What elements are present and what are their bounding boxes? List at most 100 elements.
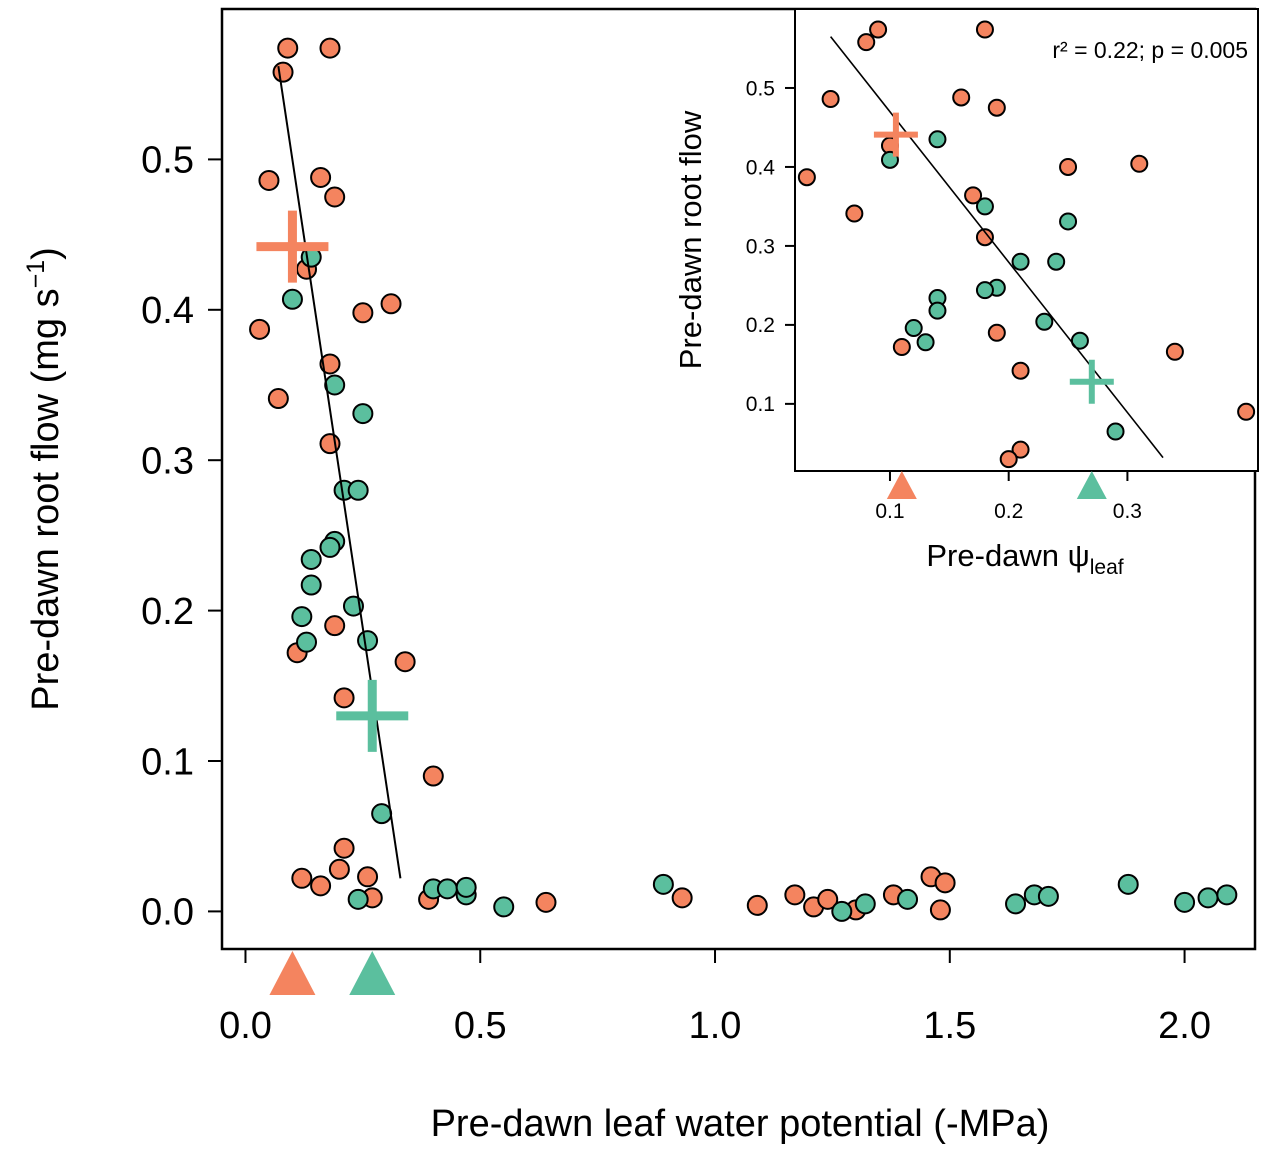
main-green-point-22 bbox=[831, 900, 853, 922]
inset-orange-point-17 bbox=[1237, 402, 1256, 421]
inset-x-axis-label-text: Pre-dawn ψ bbox=[926, 538, 1089, 573]
inset-green-point-10 bbox=[1035, 312, 1054, 331]
main-orange-point-22 bbox=[357, 866, 379, 888]
inset-orange-point-18 bbox=[1011, 440, 1030, 459]
main-green-point-7 bbox=[319, 536, 341, 558]
main-orange-point-16 bbox=[394, 651, 416, 673]
inset-y-tick-label-1: 0.2 bbox=[746, 314, 775, 337]
main-orange-point-27 bbox=[746, 894, 768, 916]
main-green-point-9 bbox=[300, 574, 322, 596]
main-fit-line bbox=[277, 66, 402, 879]
main-x-tick-label-1: 0.5 bbox=[454, 1005, 507, 1047]
main-orange-point-8 bbox=[352, 302, 374, 324]
inset-fit-line bbox=[829, 36, 1164, 459]
main-y-tick-label-3: 0.3 bbox=[141, 441, 194, 483]
main-y-tick-label-5: 0.5 bbox=[141, 140, 194, 182]
main-green-point-30 bbox=[1197, 887, 1219, 909]
main-green-point-15 bbox=[347, 888, 369, 910]
main-y-axis-label-sup: −1 bbox=[22, 260, 50, 289]
main-green-point-21 bbox=[652, 873, 674, 895]
main-green-point-17 bbox=[436, 878, 458, 900]
inset-green-point-3 bbox=[1059, 212, 1078, 231]
inset-green-point-13 bbox=[1070, 331, 1089, 350]
main-green-point-8 bbox=[300, 548, 322, 570]
main-x-axis-label: Pre-dawn leaf water potential (-MPa) bbox=[431, 1103, 1050, 1145]
inset-orange-point-5 bbox=[987, 98, 1006, 117]
main-orange-point-14 bbox=[333, 687, 355, 709]
main-orange-point-1 bbox=[319, 37, 341, 59]
main-green-point-1 bbox=[281, 288, 303, 310]
inset-green-point-0 bbox=[928, 130, 947, 149]
main-orange-point-10 bbox=[267, 388, 289, 410]
main-orange-point-19 bbox=[291, 867, 313, 889]
inset-y-tick-label-4: 0.5 bbox=[746, 77, 775, 100]
main-orange-point-25 bbox=[535, 891, 557, 913]
main-y-axis-label: Pre-dawn root flow (mg s−1) bbox=[22, 247, 67, 711]
inset-green-point-2 bbox=[975, 197, 994, 216]
inset-y-axis: 0.1 0.2 0.3 0.4 0.5 bbox=[746, 77, 795, 416]
main-orange-point-9 bbox=[380, 293, 402, 315]
main-means-group bbox=[256, 210, 409, 752]
main-orange-point-18 bbox=[333, 837, 355, 859]
main-orange-point-20 bbox=[310, 875, 332, 897]
inset-means-group bbox=[873, 112, 1114, 404]
main-green-point-5 bbox=[347, 479, 369, 501]
main-green-point-27 bbox=[1037, 885, 1059, 907]
inset-orange-point-2 bbox=[857, 33, 876, 52]
inset-orange-point-1 bbox=[975, 20, 994, 39]
main-green-point-11 bbox=[291, 606, 313, 628]
inset-y-tick-label-2: 0.3 bbox=[746, 235, 775, 258]
main-green-point-2 bbox=[324, 374, 346, 396]
inset-orange-point-11 bbox=[964, 186, 983, 205]
inset-green-point-12 bbox=[916, 333, 935, 352]
inset-orange-point-13 bbox=[987, 323, 1006, 342]
main-plot-frame bbox=[220, 7, 1257, 951]
inset-orange-point-9 bbox=[1059, 157, 1078, 176]
inset-orange-point-19 bbox=[999, 450, 1018, 469]
main-y-axis: 0.0 0.1 0.2 0.3 0.4 0.5 bbox=[141, 140, 222, 934]
inset-orange-point-12 bbox=[975, 228, 994, 247]
inset-orange-point-8 bbox=[845, 204, 864, 223]
main-green-point-24 bbox=[897, 888, 919, 910]
main-orange-point-4 bbox=[310, 166, 332, 188]
inset-background bbox=[795, 9, 1258, 471]
inset-orange-point-10 bbox=[1130, 154, 1149, 173]
main-green-point-3 bbox=[352, 403, 374, 425]
main-orange-point-21 bbox=[328, 858, 350, 880]
inset-x-axis-label-sub: leaf bbox=[1090, 556, 1124, 579]
inset-x-tick-label-0: 0.1 bbox=[875, 500, 904, 523]
main-orange-point-34 bbox=[929, 899, 951, 921]
main-orange-point-13 bbox=[324, 615, 346, 637]
inset-orange-point-16 bbox=[1165, 342, 1184, 361]
main-y-tick-label-2: 0.2 bbox=[141, 591, 194, 633]
main-orange-point-28 bbox=[784, 884, 806, 906]
main-y-tick-label-4: 0.4 bbox=[141, 290, 194, 332]
main-green-point-19 bbox=[455, 876, 477, 898]
main-orange-point-11 bbox=[319, 353, 341, 375]
main-x-tick-label-0: 0.0 bbox=[219, 1005, 272, 1047]
main-y-tick-label-1: 0.1 bbox=[141, 741, 194, 783]
main-orange-point-5 bbox=[324, 186, 346, 208]
inset-orange-point-4 bbox=[952, 88, 971, 107]
main-green-point-12 bbox=[296, 631, 318, 653]
main-orange-point-17 bbox=[422, 765, 444, 787]
main-green-point-31 bbox=[1216, 884, 1238, 906]
inset-orange-point-3 bbox=[821, 90, 840, 109]
inset-x-axis: 0.1 0.2 0.3 bbox=[875, 471, 1142, 523]
main-data-points bbox=[249, 37, 1238, 922]
inset-axis-markers bbox=[886, 471, 1107, 499]
main-x-axis: 0.0 0.5 1.0 1.5 2.0 bbox=[219, 949, 1211, 1047]
inset-green-point-4 bbox=[1011, 252, 1030, 271]
main-green-marker-triangle bbox=[349, 951, 396, 995]
inset-x-axis-label: Pre-dawn ψleaf bbox=[926, 538, 1123, 579]
inset-green-point-14 bbox=[1106, 422, 1125, 441]
main-green-point-23 bbox=[854, 893, 876, 915]
inset-plot: 0.1 0.2 0.3 0.1 0.2 0.3 0.4 0.5 r² = 0.22; p =… bbox=[673, 8, 1259, 579]
inset-y-axis-label: Pre-dawn root flow bbox=[673, 110, 708, 369]
inset-green-marker-triangle bbox=[1076, 471, 1107, 499]
inset-fit-line-group bbox=[829, 36, 1164, 459]
main-y-axis-label-close: ) bbox=[25, 247, 67, 260]
main-y-tick-label-0: 0.0 bbox=[141, 892, 194, 934]
main-orange-point-35 bbox=[934, 872, 956, 894]
